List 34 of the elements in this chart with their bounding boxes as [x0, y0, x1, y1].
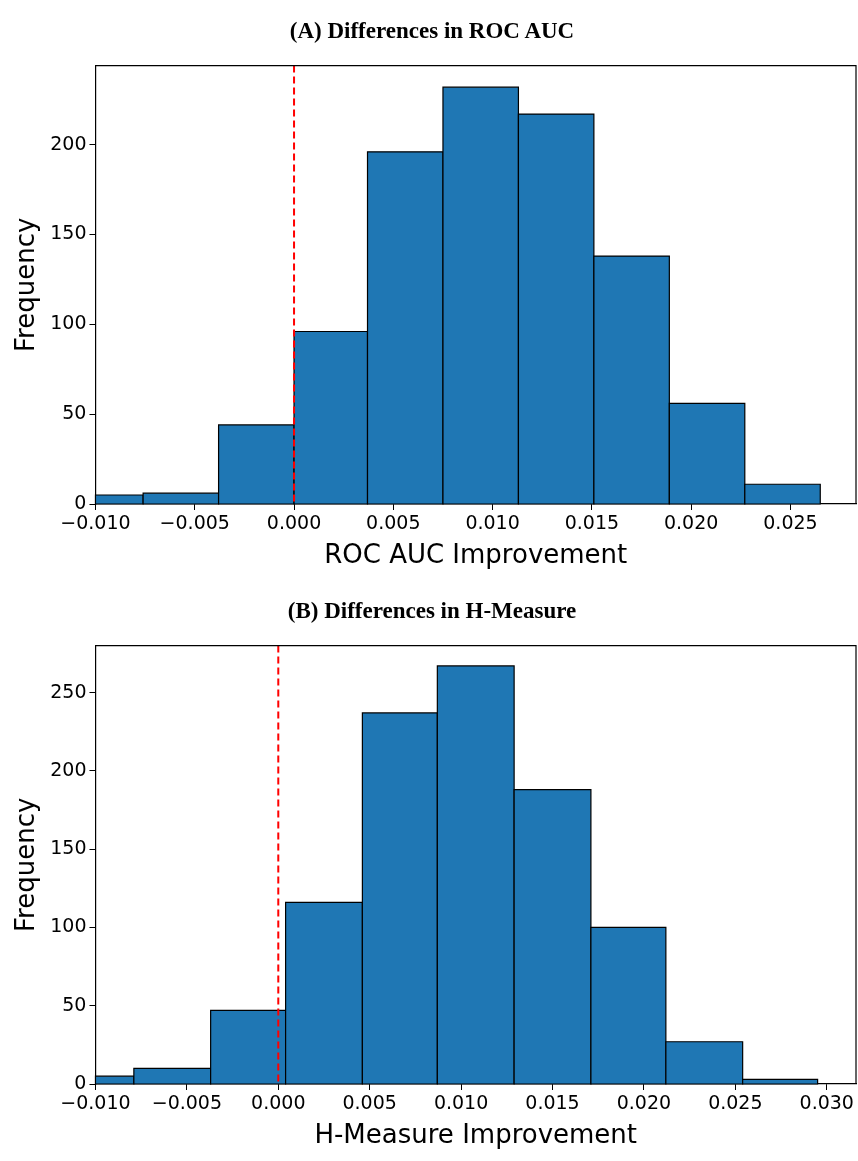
- x-axis-title: ROC AUC Improvement: [324, 539, 628, 570]
- x-tick-label: 0.000: [266, 511, 322, 534]
- x-tick-label: 0.030: [799, 1091, 854, 1114]
- x-tick-label: 0.025: [763, 511, 818, 534]
- x-tick-label: 0.000: [251, 1091, 306, 1114]
- y-axis-title: Frequency: [10, 797, 41, 932]
- x-axis-title: H-Measure Improvement: [314, 1119, 638, 1150]
- x-tick-label: −0.005: [151, 1091, 223, 1114]
- y-tick-label: 250: [50, 679, 87, 702]
- x-tick-label: 0.020: [616, 1091, 672, 1114]
- x-tick-label: 0.015: [525, 1091, 580, 1114]
- chart-title: (A) Differences in ROC AUC: [289, 17, 575, 43]
- x-tick-label: 0.015: [564, 511, 620, 534]
- x-tick-label: 0.005: [366, 511, 421, 534]
- y-tick-label: 100: [50, 914, 87, 937]
- y-tick-label: 200: [50, 131, 87, 154]
- y-tick-label: 50: [62, 401, 87, 424]
- x-tick-label: 0.025: [708, 1091, 763, 1114]
- chart-title: (B) Differences in H-Measure: [287, 597, 577, 623]
- y-tick-label: 50: [62, 992, 87, 1015]
- x-tick-label: 0.010: [433, 1091, 489, 1114]
- x-tick-label: −0.010: [60, 1091, 131, 1114]
- x-tick-label: 0.010: [465, 511, 520, 534]
- y-tick-label: 100: [50, 311, 87, 334]
- y-axis-title: Frequency: [10, 217, 41, 352]
- x-tick-label: −0.005: [159, 511, 230, 534]
- x-tick-label: −0.010: [60, 511, 131, 534]
- y-tick-label: 0: [74, 490, 87, 513]
- x-tick-label: 0.005: [342, 1091, 397, 1114]
- y-tick-label: 0: [74, 1070, 87, 1093]
- x-tick-label: 0.020: [663, 511, 719, 534]
- y-tick-label: 150: [50, 836, 87, 859]
- y-tick-label: 200: [50, 757, 87, 780]
- y-tick-label: 150: [50, 221, 87, 244]
